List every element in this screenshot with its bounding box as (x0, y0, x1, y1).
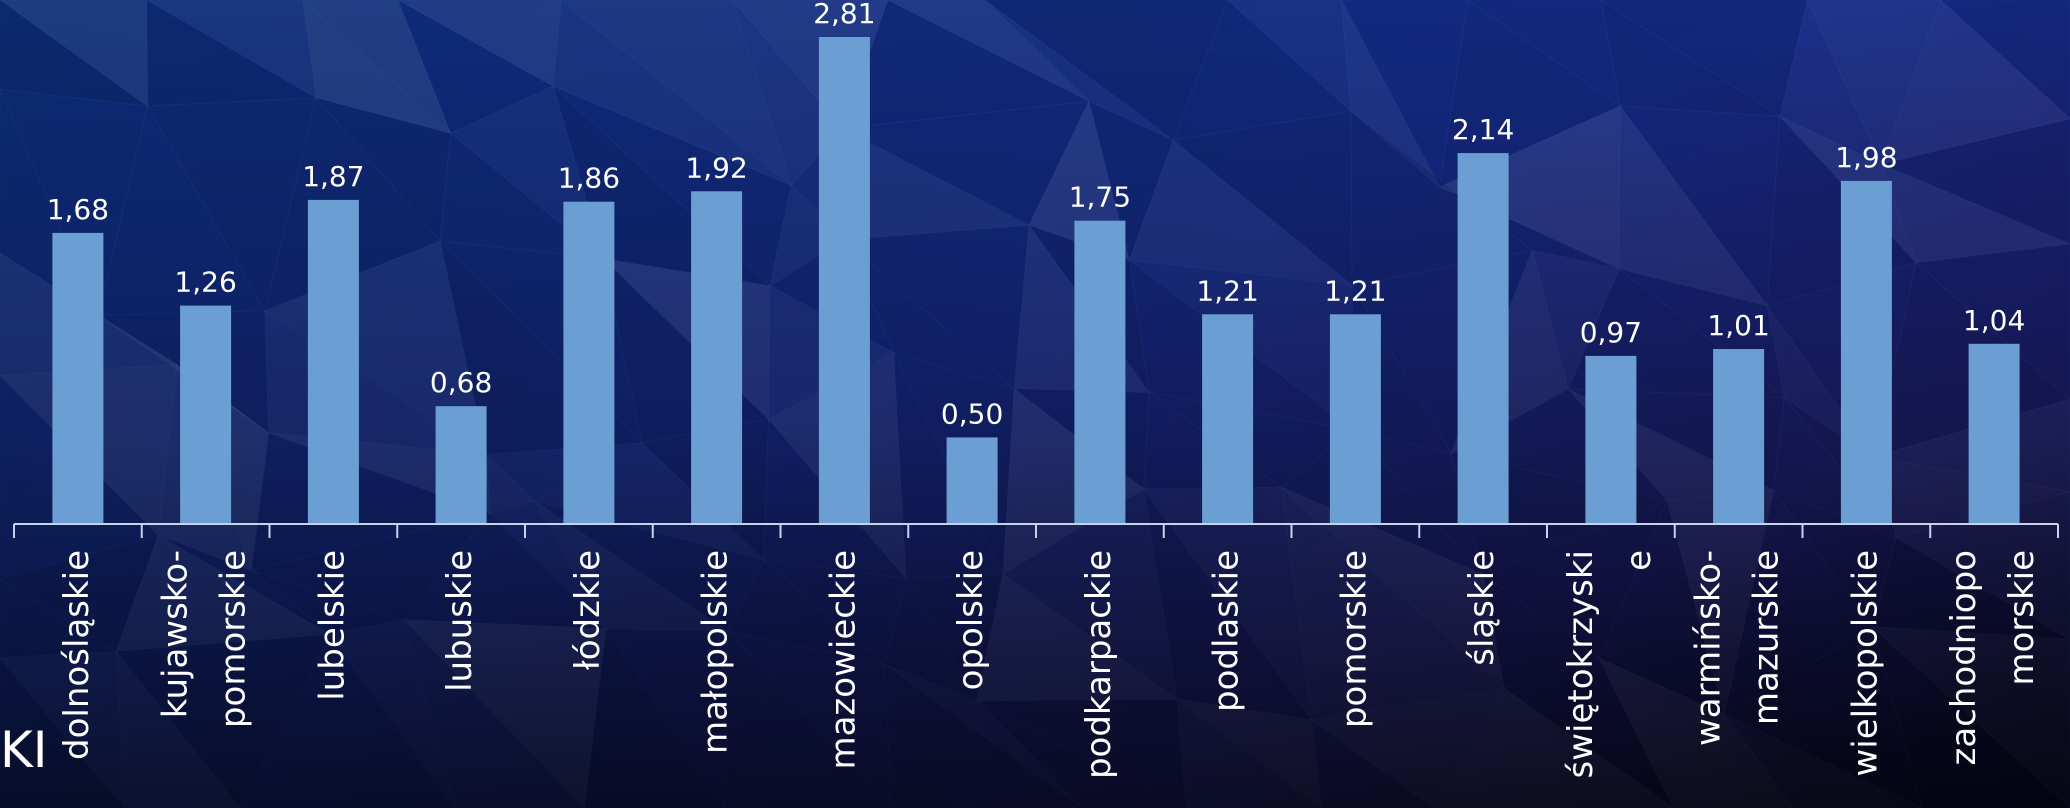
bar (1202, 314, 1254, 524)
category-label: dolnośląskie (57, 550, 97, 760)
bar-value-label: 1,01 (1707, 309, 1769, 342)
category-label: zachodniopo (1944, 550, 1984, 766)
category-label: wielkopolskie (1845, 550, 1885, 777)
category-label: lubelskie (312, 550, 352, 701)
category-label: morskie (2002, 550, 2042, 686)
bar (1585, 355, 1637, 524)
bar (1329, 314, 1381, 524)
bar (435, 406, 487, 524)
bar-value-label: 1,68 (47, 193, 109, 226)
bar (946, 437, 998, 525)
x-axis (13, 523, 2059, 538)
bar-value-label: 1,21 (1324, 274, 1386, 307)
category-label: kujawsko- (156, 550, 196, 718)
category-label: opolskie (951, 550, 991, 690)
bar-value-label: 0,97 (1580, 316, 1642, 349)
category-label: podlaskie (1207, 550, 1247, 712)
bar (691, 191, 743, 525)
bar (1074, 220, 1126, 524)
bar (818, 37, 870, 524)
bar-value-label: 2,81 (813, 0, 875, 30)
category-label: małopolskie (696, 550, 736, 754)
category-label: pomorskie (1334, 550, 1374, 728)
bar-value-label: 1,04 (1963, 304, 2025, 337)
category-label: świętokrzyski (1561, 550, 1601, 779)
bars-group (52, 37, 2020, 525)
bar (1713, 349, 1765, 524)
category-label: mazurskie (1747, 550, 1787, 725)
cropped-title-fragment: KI (0, 721, 48, 779)
bar (1968, 343, 2020, 524)
bar-value-label: 1,92 (685, 151, 747, 184)
bar (1840, 180, 1892, 524)
category-label: podkarpackie (1079, 550, 1119, 779)
bar (180, 305, 232, 524)
bar (563, 201, 615, 524)
bar-value-label: 1,26 (174, 266, 236, 299)
bar-value-label: 1,21 (1196, 274, 1258, 307)
category-label: warmińsko- (1689, 550, 1729, 746)
bar (307, 199, 359, 524)
bar (52, 232, 104, 524)
value-labels-group: 1,68 1,26 1,87 0,68 1,86 1,92 2,81 0,50 1,75 1,21… (47, 0, 2026, 430)
bar-value-label: 1,87 (302, 160, 364, 193)
category-label: lubuskie (440, 550, 480, 692)
bar-value-label: 1,98 (1835, 141, 1897, 174)
bar-value-label: 1,75 (1069, 181, 1131, 214)
bar (1457, 153, 1509, 524)
category-labels-group: dolnośląskie kujawsko-pomorskie lubelskie l… (57, 550, 2042, 779)
bar-value-label: 1,86 (558, 162, 620, 195)
category-label: mazowieckie (823, 550, 863, 770)
bar-value-label: 0,50 (941, 397, 1003, 430)
category-label: łódzkie (568, 550, 608, 670)
category-label: śląskie (1462, 550, 1502, 666)
bar-value-label: 2,14 (1452, 113, 1514, 146)
category-label: pomorskie (214, 550, 254, 728)
bar-value-label: 0,68 (430, 366, 492, 399)
category-label: e (1619, 550, 1659, 571)
